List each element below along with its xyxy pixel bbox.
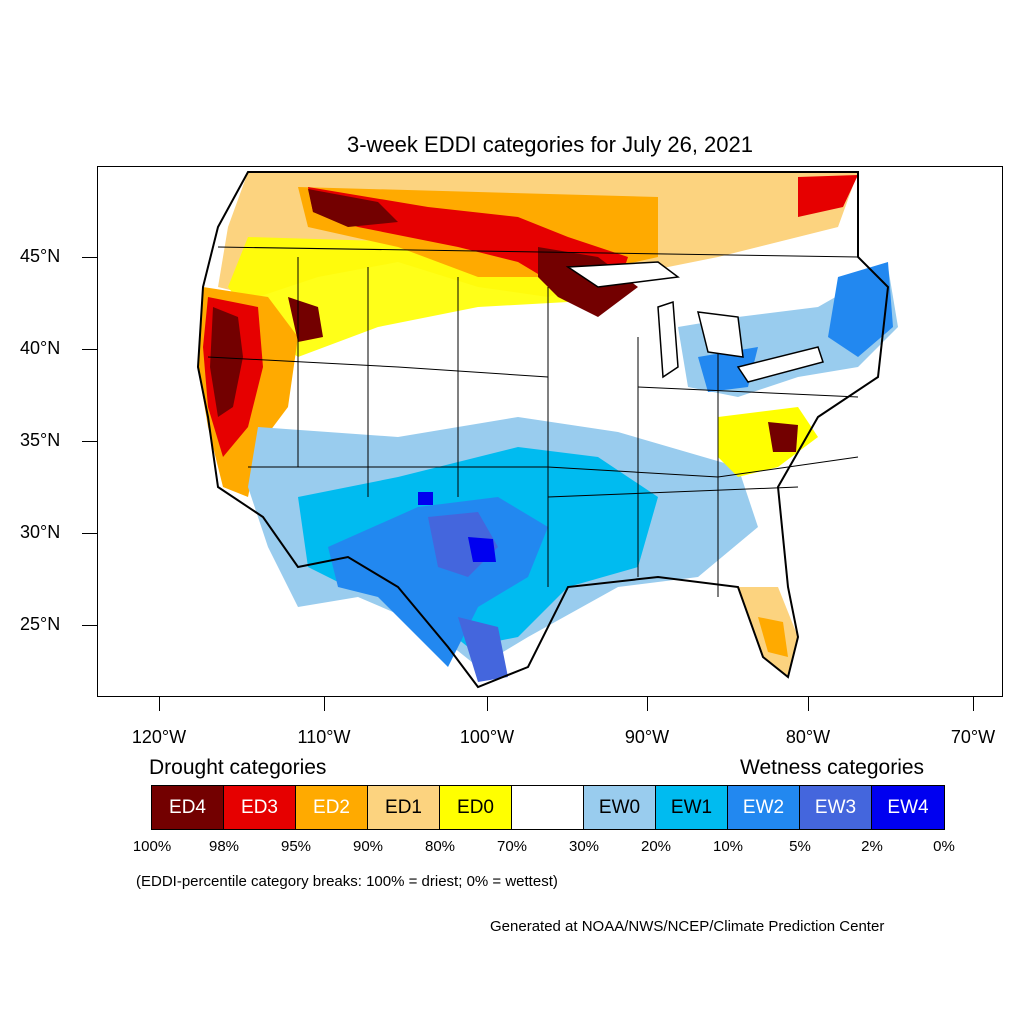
legend-box-ed4: ED4 <box>152 786 224 829</box>
category-break-note: (EDDI-percentile category breaks: 100% =… <box>136 873 558 890</box>
category-legend: ED4 ED3 ED2 ED1 ED0 EW0 EW1 EW2 EW3 EW4 <box>151 785 945 830</box>
lon-label-100w: 100°W <box>459 727 515 747</box>
great-lakes <box>565 261 824 383</box>
lon-tick <box>647 697 648 711</box>
percentile-break-label: 10% <box>712 838 744 855</box>
percentile-break-label: 30% <box>568 838 600 855</box>
eddi-map <box>97 166 1003 697</box>
lat-tick <box>82 533 97 534</box>
legend-label: EW4 <box>887 796 929 818</box>
lon-label-120w: 120°W <box>131 727 187 747</box>
legend-label: EW2 <box>742 796 785 818</box>
percentile-break-label: 90% <box>352 838 384 855</box>
legend-label: ED0 <box>457 796 494 818</box>
state-boundaries <box>207 246 859 597</box>
lon-label-90w: 90°W <box>624 727 670 747</box>
drought-ed4-north <box>308 189 638 317</box>
legend-label: EW0 <box>598 796 641 818</box>
legend-label: ED3 <box>241 796 278 818</box>
lon-tick <box>324 697 325 711</box>
legend-label: ED1 <box>385 796 422 818</box>
lon-tick <box>159 697 160 711</box>
percentile-break-label: 98% <box>208 838 240 855</box>
legend-label: ED2 <box>313 796 350 818</box>
legend-box-ew4: EW4 <box>872 786 944 829</box>
conus-outline <box>196 171 890 689</box>
conus-eddi-map-svg <box>196 171 898 689</box>
percentile-break-label: 20% <box>640 838 672 855</box>
legend-box-ew0: EW0 <box>584 786 656 829</box>
lon-tick <box>808 697 809 711</box>
lon-label-80w: 80°W <box>785 727 831 747</box>
legend-label: ED4 <box>169 796 206 818</box>
lat-label-40n: 40°N <box>20 338 61 358</box>
drought-ne-corner <box>798 175 858 217</box>
legend-box-ew2: EW2 <box>728 786 800 829</box>
wet-ew4-south <box>418 492 496 562</box>
percentile-break-label: 95% <box>280 838 312 855</box>
legend-box-neutral <box>512 786 584 829</box>
lat-tick <box>82 441 97 442</box>
lat-label-35n: 35°N <box>20 430 61 450</box>
percentile-break-label: 0% <box>933 838 955 855</box>
legend-box-ed2: ED2 <box>296 786 368 829</box>
percentile-break-label: 2% <box>861 838 883 855</box>
legend-label: EW3 <box>814 796 857 818</box>
wetness-categories-heading: Wetness categories <box>740 756 925 779</box>
percentile-break-label: 80% <box>424 838 456 855</box>
lon-tick <box>487 697 488 711</box>
lon-tick <box>973 697 974 711</box>
credit-line: Generated at NOAA/NWS/NCEP/Climate Predi… <box>490 918 885 935</box>
percentile-break-label: 100% <box>132 838 172 855</box>
legend-box-ed0: ED0 <box>440 786 512 829</box>
percentile-break-label: 5% <box>789 838 811 855</box>
lat-label-25n: 25°N <box>20 614 61 634</box>
map-title: 3-week EDDI categories for July 26, 2021 <box>347 132 753 157</box>
lat-label-45n: 45°N <box>20 246 61 266</box>
drought-categories-heading: Drought categories <box>149 756 327 779</box>
lat-tick <box>82 349 97 350</box>
wet-northeast-ew1 <box>698 262 893 392</box>
percentile-break-label: 70% <box>496 838 528 855</box>
drought-west-ed4 <box>210 297 323 417</box>
legend-box-ew3: EW3 <box>800 786 872 829</box>
legend-box-ed3: ED3 <box>224 786 296 829</box>
drought-florida-ed2 <box>758 617 788 657</box>
legend-label: EW1 <box>670 796 713 818</box>
lat-tick <box>82 257 97 258</box>
lat-tick <box>82 625 97 626</box>
drought-appalachia-core <box>768 422 798 452</box>
lat-label-30n: 30°N <box>20 522 61 542</box>
legend-box-ed1: ED1 <box>368 786 440 829</box>
lon-label-110w: 110°W <box>297 727 351 747</box>
legend-box-ew1: EW1 <box>656 786 728 829</box>
lon-label-70w: 70°W <box>950 727 996 747</box>
